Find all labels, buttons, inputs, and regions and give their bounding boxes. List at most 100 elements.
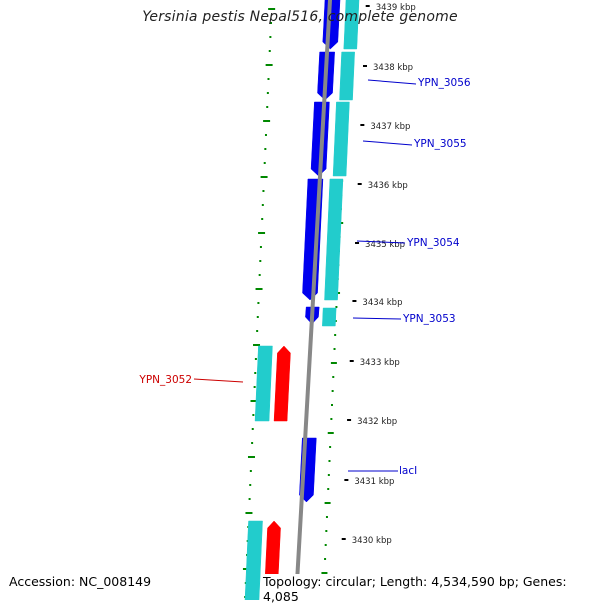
gc-tick-left [262,190,265,192]
gc-tick-left [250,400,258,402]
gc-tick-right [331,404,333,406]
scale-tick-label: 3438 kbp [373,63,413,73]
gc-tick-left [263,162,266,164]
gc-tick-right [327,488,330,490]
gc-skew-track [242,8,353,598]
gc-tick-left [261,204,264,206]
gc-tick-left [261,218,264,220]
gc-tick-left [256,316,259,318]
forward-outer-bar [339,51,355,101]
gene-leader-line [356,240,406,244]
gene-label: YPN_3054 [406,237,460,249]
backbone-line [294,0,332,600]
gc-tick-right [330,418,333,420]
forward-outer-bar [324,178,344,301]
reverse-gene-bar [273,345,291,422]
scale-tick-label: 3434 kbp [362,298,402,308]
scale-track: 3430 kbp 3431 kbp 3432 kbp 3433 kbp 3434 kbp… [341,3,416,546]
gc-tick-right [333,348,336,350]
gc-tick-left [249,470,252,472]
forward-outer-bar [343,0,360,50]
map-title: Yersinia pestis Nepal516, complete genom… [142,9,458,25]
gene-label: YPN_3056 [417,77,471,89]
gc-tick-right [327,474,330,476]
gc-tick-left [245,512,253,514]
scale-tick-label: 3433 kbp [360,358,400,368]
scale-tick-label: 3430 kbp [352,536,392,546]
scale-tick [363,65,367,67]
gene-leader-line [367,79,417,85]
gc-tick-right [324,502,331,504]
gc-tick-right [330,362,337,364]
forward-outer-bar [322,307,337,327]
gc-tick-left [264,148,267,150]
scale-tick [357,183,362,185]
gc-tick-left [258,232,266,234]
gc-tick-left [247,456,255,458]
gc-tick-left [264,134,267,136]
gc-tick-left [251,428,254,430]
gc-tick-right [331,390,334,392]
gc-tick-right [335,306,338,308]
scale-tick [355,242,360,244]
reverse-outer-bar [244,520,263,600]
gc-tick-left [248,498,251,500]
gc-tick-right [325,516,328,518]
gc-tick-left [266,92,269,94]
scale-tick-label: 3432 kbp [357,417,397,427]
gc-tick-left [266,106,269,108]
scale-tick [352,300,357,302]
gene-label: YPN_3055 [413,138,467,150]
reverse-outer-bar [254,345,273,422]
gc-tick-left [256,330,259,332]
gc-tick-right [327,432,334,434]
scale-tick [341,538,346,540]
scale-tick [347,419,352,421]
gene-leader-line [352,317,402,320]
gc-tick-left [265,64,273,66]
gc-tick-left [254,358,257,360]
gc-tick-left [253,344,261,346]
gc-tick-left [268,50,271,52]
gc-tick-right [332,376,335,378]
gc-tick-left [253,386,256,388]
gc-tick-right [325,530,328,532]
gc-tick-right [321,572,328,574]
gc-tick-right [324,558,327,560]
gc-tick-left [267,78,270,80]
gc-tick-left [251,442,254,444]
gene-label: YPN_3053 [402,313,456,325]
gc-tick-left [255,288,263,290]
gc-tick-left [268,8,276,10]
gc-tick-left [269,36,272,38]
gc-tick-left [258,274,261,276]
scale-tick-label: 3431 kbp [354,477,394,487]
topology-label: Topology: circular; Length: 4,534,590 bp… [261,574,600,604]
gene-leader-line [193,378,244,383]
scale-tick [349,360,354,362]
feature-track [244,0,360,600]
gc-tick-right [324,544,327,546]
scale-tick-label: 3435 kbp [365,240,405,250]
gc-tick-left [254,372,257,374]
gc-tick-left [259,246,262,248]
gene-label: YPN_3052 [138,374,192,386]
gc-tick-right [328,460,331,462]
scale-tick [365,5,370,7]
gc-tick-left [270,22,273,24]
gc-tick-left [259,260,262,262]
gc-tick-left [257,302,260,304]
gc-tick-right [329,446,332,448]
backbone-track [294,0,332,600]
gc-tick-right [334,334,337,336]
scale-tick-label: 3436 kbp [368,181,408,191]
gc-tick-left [249,484,252,486]
scale-tick-label: 3437 kbp [370,122,410,132]
scale-tick [360,124,365,126]
accession-label: Accession: NC_008149 [9,574,152,589]
scale-tick [344,479,349,481]
gene-leader-line [362,140,413,146]
gc-tick-left [252,414,255,416]
gc-tick-left [263,120,271,122]
